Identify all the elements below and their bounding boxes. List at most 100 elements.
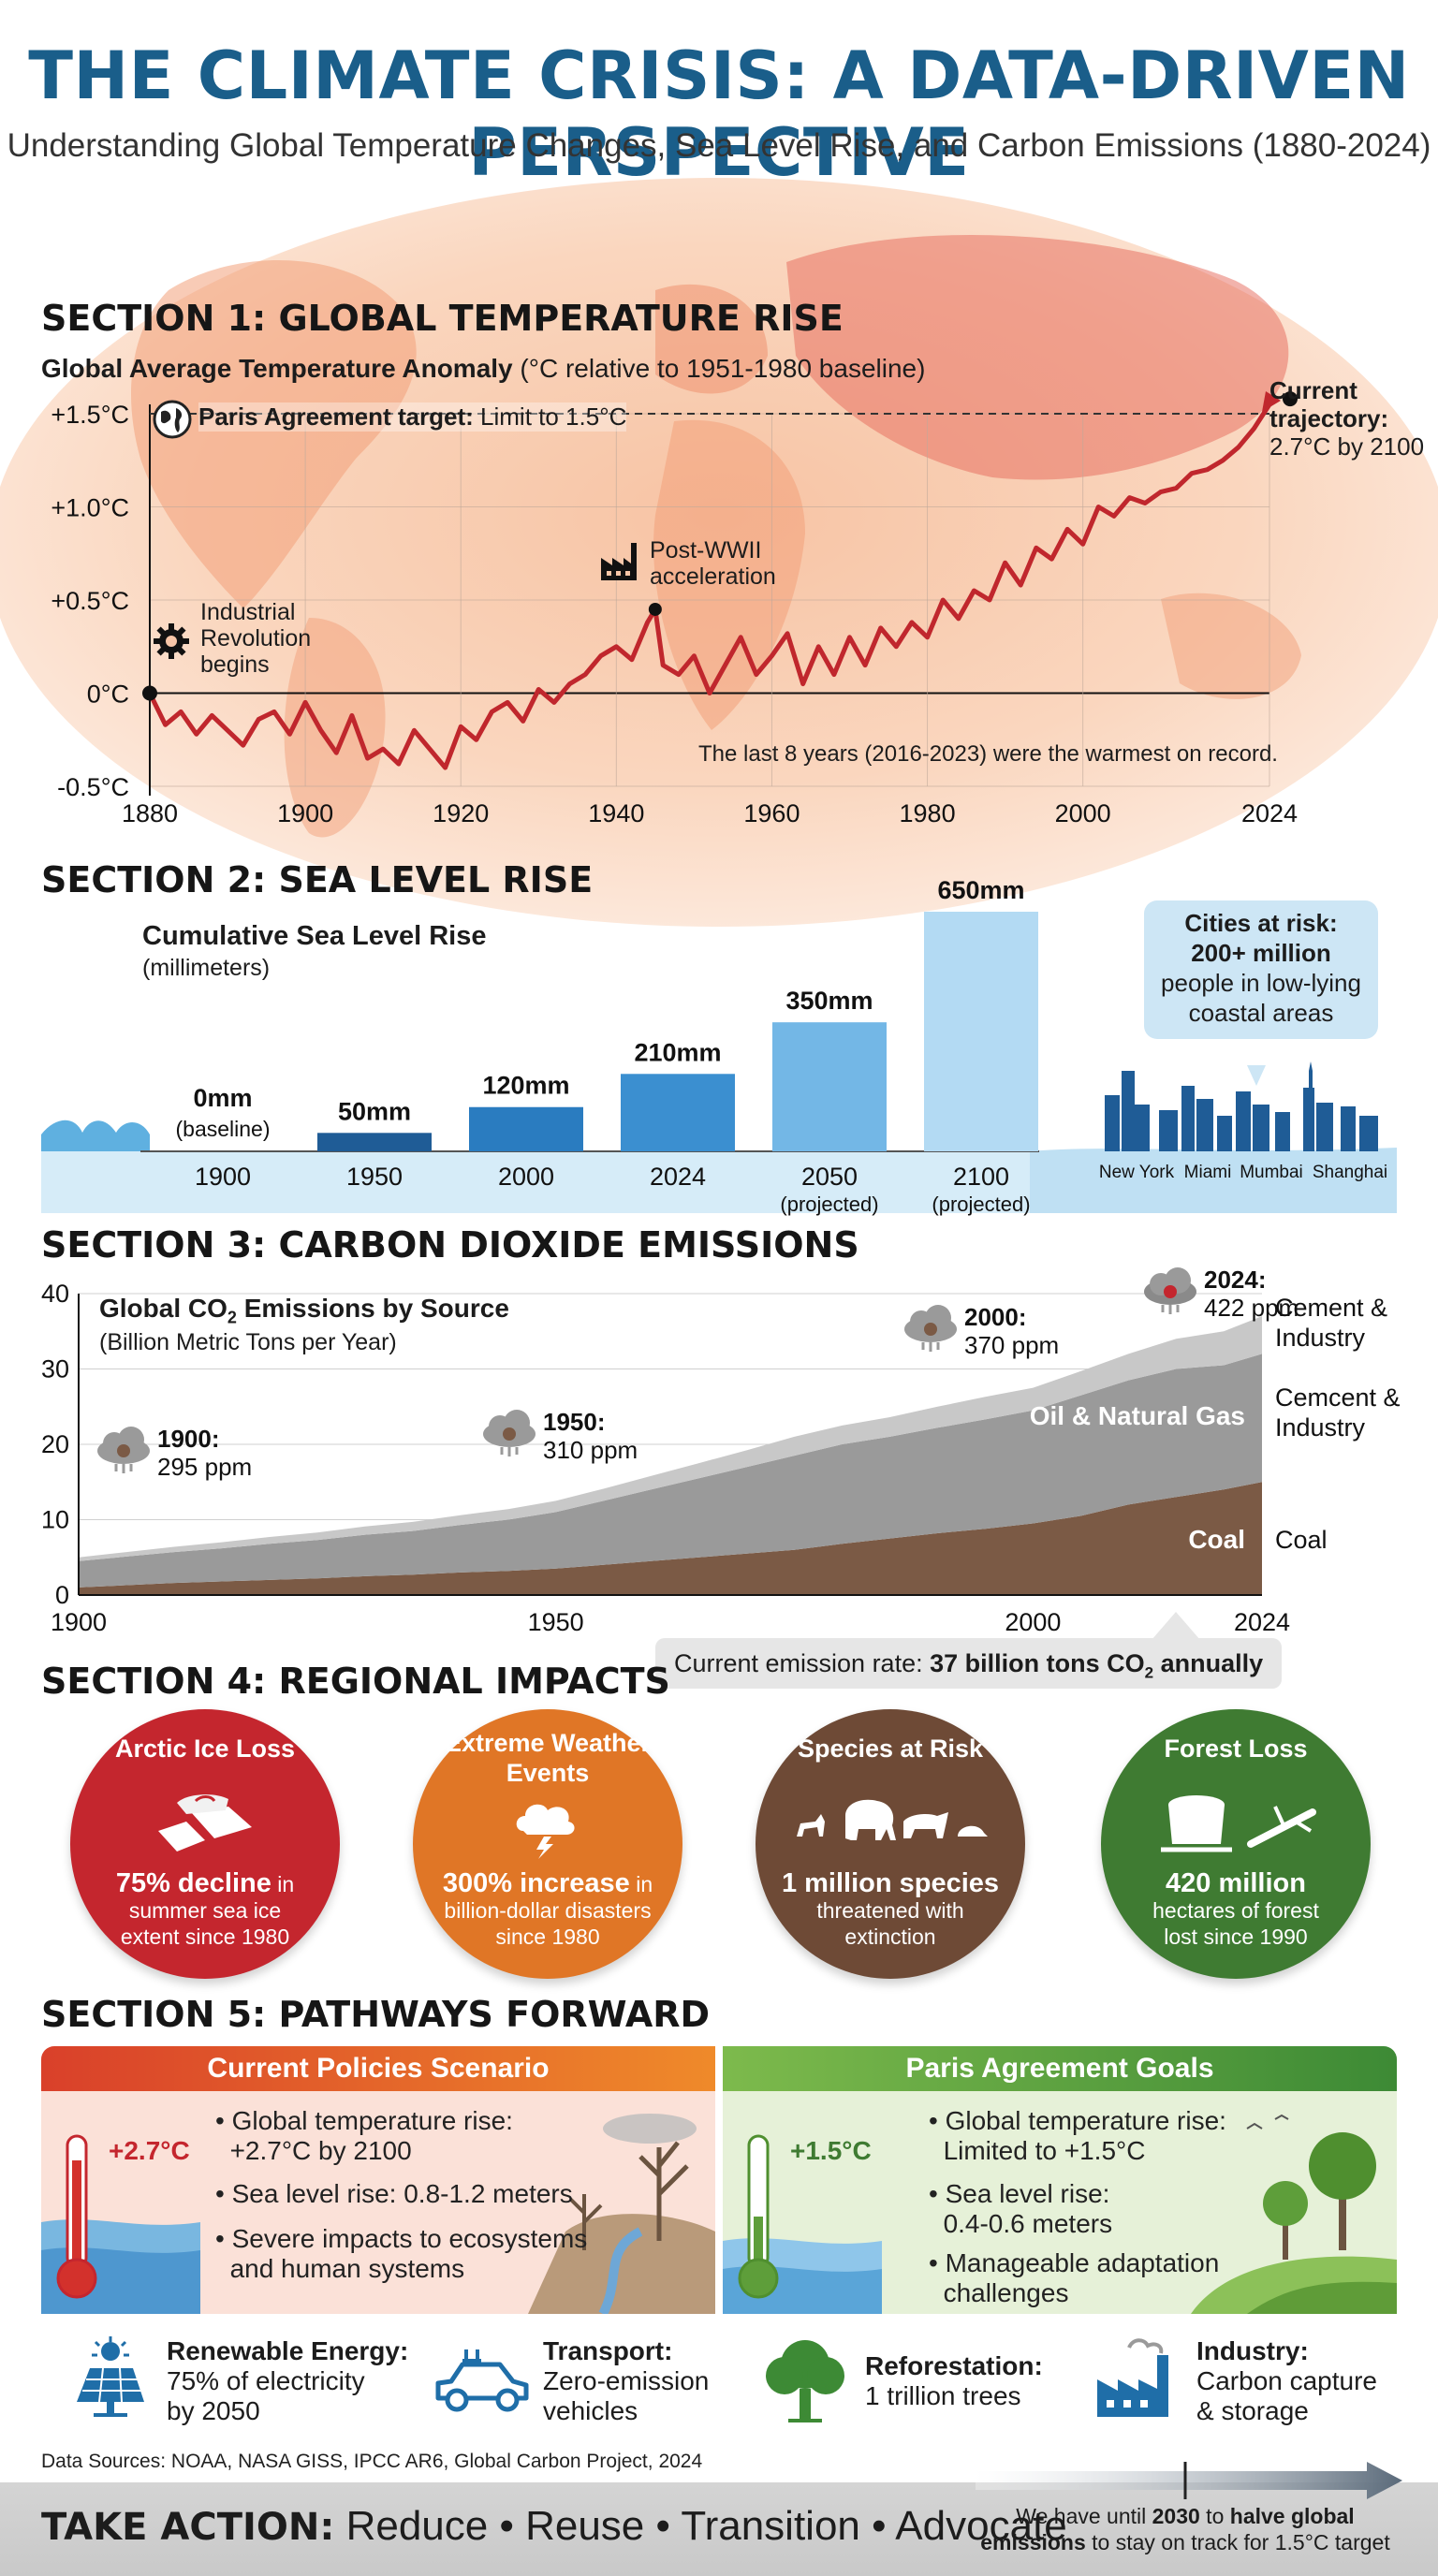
callout-pointer — [1247, 1065, 1266, 1086]
impact-species: Species at Risk 1 million species threat… — [756, 1709, 1025, 1979]
co2-cloud-icon — [1144, 1267, 1196, 1314]
temperature-chart-title-unit: (°C relative to 1951-1980 baseline) — [512, 354, 926, 383]
co2-y-tick: 0 — [55, 1581, 69, 1609]
rate-suffix: annually — [1153, 1649, 1264, 1677]
current-policies-header: Current Policies Scenario — [41, 2046, 715, 2091]
cloud-drops — [921, 1342, 940, 1352]
renewable-line2: by 2050 — [167, 2396, 260, 2425]
co2-emissions-chart: 0 10 20 30 40 1900 1950 2000 2024 Oil & Natural G… — [41, 1266, 1401, 1640]
factory-small-icon — [599, 539, 644, 584]
sea-x-tick: 2050 — [801, 1163, 858, 1191]
section3-heading: SECTION 3: CARBON DIOXIDE EMISSIONS — [41, 1224, 859, 1266]
cities-title: Cities at risk: — [1184, 909, 1338, 937]
impact-weather-stat: 300% increase — [442, 1868, 630, 1898]
paris-thermo-label: +1.5°C — [790, 2136, 872, 2165]
paris-b2b: 0.4-0.6 meters — [943, 2209, 1113, 2238]
globe-icon — [152, 399, 198, 446]
sea-value-label: 210mm — [634, 1038, 721, 1066]
sea-value-label: 350mm — [785, 987, 873, 1015]
impact-weather: Extreme Weather Events 300% increase in … — [413, 1709, 682, 1979]
temp-x-tick: 2024 — [1241, 799, 1298, 827]
impact-forest-title: Forest Loss — [1164, 1734, 1308, 1763]
temp-y-tick: -0.5°C — [57, 773, 129, 801]
temp-x-tick: 1960 — [743, 799, 800, 827]
cloud-core — [117, 1444, 130, 1457]
rate-bold: 37 billion tons CO — [930, 1649, 1145, 1677]
deadline-b: 2030 — [1152, 2504, 1200, 2528]
wave-icon — [41, 1120, 150, 1151]
reforestation-line1: 1 trillion trees — [865, 2381, 1021, 2410]
page-subtitle: Understanding Global Temperature Changes… — [7, 127, 1431, 164]
impact-weather-line2: billion-dollar disasters — [444, 1898, 652, 1923]
deadline-d: halve global — [1229, 2504, 1355, 2528]
temp-x-tick: 1920 — [433, 799, 489, 827]
paris-b1a: Global temperature rise: — [945, 2106, 1226, 2135]
current-b1a: Global temperature rise: — [231, 2106, 513, 2135]
industrial-line1: Industrial — [200, 599, 296, 625]
industry-line2: & storage — [1196, 2396, 1309, 2425]
ppm-value-label: 422 ppm — [1204, 1294, 1299, 1322]
sea-bar — [469, 1106, 583, 1151]
skyline-building — [1341, 1106, 1356, 1151]
skyline-building — [1253, 1105, 1269, 1151]
impact-weather-title: Extreme Weather Events — [444, 1729, 652, 1787]
deadline-arrow — [976, 2462, 1402, 2499]
cloud-drops — [114, 1464, 133, 1473]
trajectory-line2: trajectory: — [1269, 404, 1389, 432]
transport-line2: vehicles — [543, 2396, 638, 2425]
co2-x-tick: 1950 — [528, 1608, 584, 1636]
co2-legend-label: Cement & — [1275, 1294, 1387, 1322]
skyline-building — [1135, 1105, 1150, 1151]
section5-heading: SECTION 5: PATHWAYS FORWARD — [41, 1994, 711, 2035]
temp-x-tick: 1980 — [900, 799, 956, 827]
impact-forest-line3: lost since 1990 — [1164, 1925, 1308, 1949]
cloud-core — [1164, 1285, 1177, 1298]
impact-arctic-line2: summer sea ice — [128, 1898, 282, 1923]
section1-heading: SECTION 1: GLOBAL TEMPERATURE RISE — [41, 298, 844, 339]
current-bullet-2: • Sea level rise: 0.8-1.2 meters — [215, 2179, 573, 2208]
co2-x-tick: 2000 — [1005, 1608, 1061, 1636]
sea-value-label: 650mm — [937, 876, 1024, 904]
industrial-revolution-label: Industrial Revolution begins — [200, 599, 311, 678]
transport-title: Transport: — [543, 2336, 673, 2365]
sea-chart-title: Cumulative Sea Level Rise — [142, 921, 487, 951]
skyline-building — [1359, 1116, 1378, 1151]
co2-title-sub: 2 — [227, 1308, 237, 1327]
impact-species-line3: extinction — [844, 1925, 936, 1949]
co2-x-tick: 1900 — [51, 1608, 107, 1636]
paris-b3a: Manageable adaptation — [945, 2248, 1220, 2277]
post-wwii-point — [648, 602, 662, 616]
renewable-title: Renewable Energy: — [167, 2336, 409, 2365]
current-b2a: Sea level rise: 0.8-1.2 meters — [231, 2179, 573, 2208]
sea-bar — [317, 1133, 432, 1151]
co2-y-tick: 10 — [41, 1506, 69, 1534]
impact-arctic: Arctic Ice Loss 75% decline in summer se… — [70, 1709, 340, 1979]
temp-x-tick: 1940 — [588, 799, 644, 827]
emission-rate-badge: Current emission rate: 37 billion tons C… — [655, 1638, 1283, 1689]
oil-gas-area — [79, 1354, 1262, 1588]
section4-heading: SECTION 4: REGIONAL IMPACTS — [41, 1661, 670, 1702]
tree-icon — [766, 2340, 844, 2422]
impact-weather-stat-tail: in — [629, 1872, 653, 1896]
temp-y-tick: 0°C — [87, 681, 129, 709]
temperature-chart-title: Global Average Temperature Anomaly (°C r… — [41, 354, 925, 384]
co2-title-end: Emissions by Source — [236, 1294, 509, 1323]
co2-y-tick: 20 — [41, 1430, 69, 1458]
impact-forest-stat: 420 million — [1166, 1868, 1306, 1898]
co2-legend-label: Cemcent & — [1275, 1383, 1401, 1412]
city-label: Shanghai — [1313, 1163, 1387, 1182]
sea-bar — [621, 1074, 735, 1151]
rate-badge-pointer — [1152, 1612, 1200, 1640]
thermometer-hot-icon — [56, 2132, 97, 2299]
page-title: THE CLIMATE CRISIS: A DATA-DRIVEN PERSPE… — [28, 37, 1410, 191]
solution-reforestation: Reforestation: 1 trillion trees — [865, 2351, 1043, 2411]
sea-projected-note: (projected) — [932, 1193, 1030, 1216]
ppm-year-label: 2000: — [964, 1303, 1027, 1331]
solution-renewable: Renewable Energy: 75% of electricity by … — [167, 2336, 408, 2426]
co2-legend-label: Industry — [1275, 1413, 1366, 1442]
footer-bar — [0, 2482, 1438, 2576]
take-action-label: TAKE ACTION: — [41, 2506, 335, 2549]
industrial-revolution-point — [142, 685, 157, 701]
impact-arctic-stat: 75% decline — [115, 1868, 271, 1898]
